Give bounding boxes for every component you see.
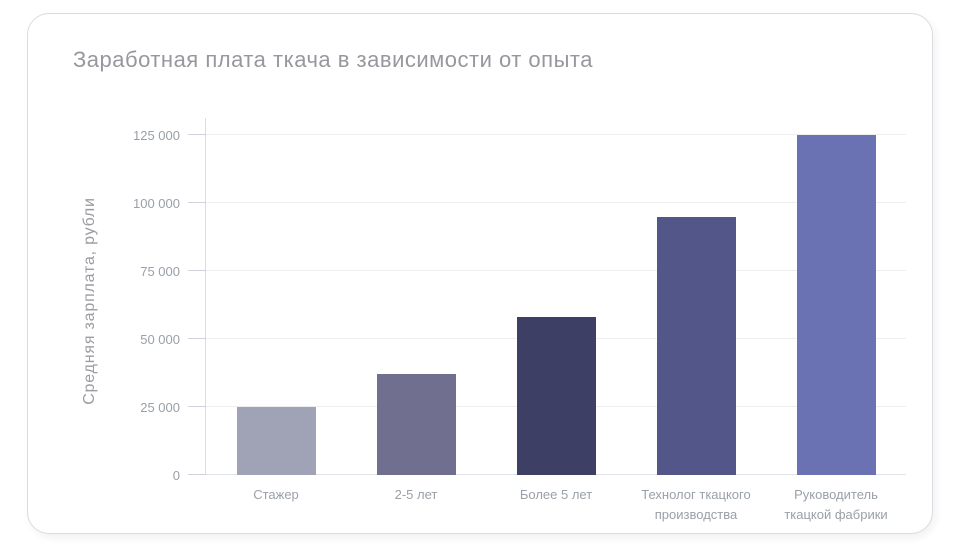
x-label-slot: Стажер xyxy=(206,485,346,524)
x-label-slot: Технолог ткацкого производства xyxy=(626,485,766,524)
y-tick-mark xyxy=(188,134,206,135)
x-tick-label: 2-5 лет xyxy=(394,487,438,502)
y-tick-mark xyxy=(188,202,206,203)
chart-card: Заработная плата ткача в зависимости от … xyxy=(27,13,933,534)
x-label-slot: Более 5 лет xyxy=(486,485,626,524)
y-tick-mark xyxy=(188,474,206,475)
y-tick-mark xyxy=(188,406,206,407)
x-tick-label: Технолог ткацкого производства xyxy=(641,487,751,522)
y-tick-mark xyxy=(188,338,206,339)
gridline xyxy=(206,134,906,135)
y-tick-label: 125 000 xyxy=(133,128,180,143)
gridline xyxy=(206,202,906,203)
x-tick-label: Более 5 лет xyxy=(519,487,593,502)
y-tick-label: 50 000 xyxy=(140,332,180,347)
x-axis-labels: Стажер 2-5 лет Более 5 лет Технолог ткацког… xyxy=(206,485,906,524)
x-label-slot: Руководитель ткацкой фабрики xyxy=(766,485,906,524)
y-axis-title: Средняя зарплата, рубли xyxy=(81,197,98,405)
chart-title: Заработная плата ткача в зависимости от … xyxy=(73,47,593,72)
plot-area: Стажер 2-5 лет Более 5 лет Технолог ткацког… xyxy=(133,108,906,522)
bar-slot xyxy=(206,135,346,475)
y-tick-label: 100 000 xyxy=(133,196,180,211)
bar-1 xyxy=(236,407,316,475)
bar-slot xyxy=(346,135,486,475)
bar-5 xyxy=(796,135,876,475)
y-tick-label: 75 000 xyxy=(140,264,180,279)
bar-slot xyxy=(486,135,626,475)
x-label-slot: 2-5 лет xyxy=(346,485,486,524)
bar-2 xyxy=(376,374,456,475)
y-tick-label: 0 xyxy=(172,468,180,483)
bar-3 xyxy=(516,317,596,475)
bar-4 xyxy=(656,216,736,475)
bar-slot xyxy=(626,135,766,475)
bars-layer xyxy=(206,135,906,475)
x-tick-label: Руководитель ткацкой фабрики xyxy=(784,487,888,522)
x-tick-label: Стажер xyxy=(253,487,299,502)
y-axis-line xyxy=(205,118,206,475)
y-tick-mark xyxy=(188,270,206,271)
bar-slot xyxy=(766,135,906,475)
y-tick-label: 25 000 xyxy=(140,400,180,415)
gridline xyxy=(206,270,906,271)
